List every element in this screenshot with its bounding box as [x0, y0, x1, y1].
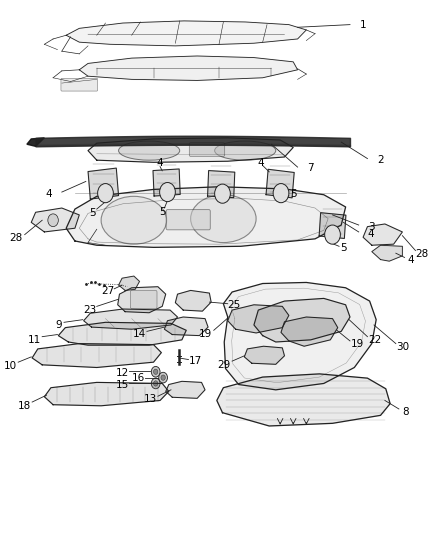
Ellipse shape	[119, 141, 180, 160]
Polygon shape	[164, 317, 208, 336]
Polygon shape	[223, 282, 376, 390]
Text: 14: 14	[133, 329, 146, 339]
Polygon shape	[208, 171, 235, 198]
Polygon shape	[31, 208, 79, 232]
Polygon shape	[79, 56, 297, 80]
Text: 13: 13	[144, 394, 157, 405]
Text: 2: 2	[377, 155, 384, 165]
Circle shape	[159, 182, 175, 201]
Polygon shape	[84, 309, 177, 329]
Text: 19: 19	[199, 329, 212, 339]
Text: 28: 28	[415, 249, 429, 259]
Polygon shape	[363, 224, 403, 245]
FancyBboxPatch shape	[189, 143, 225, 157]
Text: 4: 4	[367, 229, 374, 239]
Polygon shape	[119, 276, 140, 290]
Polygon shape	[254, 298, 350, 342]
Polygon shape	[175, 290, 211, 311]
Text: 28: 28	[9, 233, 23, 244]
Text: 4: 4	[46, 189, 52, 199]
Polygon shape	[281, 317, 338, 346]
Text: 29: 29	[218, 360, 231, 370]
Text: 5: 5	[290, 189, 297, 199]
Circle shape	[151, 378, 160, 389]
Circle shape	[151, 367, 160, 377]
Text: 4: 4	[257, 158, 264, 168]
Text: 4: 4	[157, 158, 163, 168]
Text: 15: 15	[116, 379, 129, 390]
Text: 3: 3	[368, 222, 375, 232]
Polygon shape	[66, 187, 346, 247]
FancyBboxPatch shape	[166, 209, 210, 230]
Polygon shape	[118, 287, 166, 313]
Text: 10: 10	[4, 361, 17, 371]
Text: 18: 18	[18, 401, 32, 411]
Circle shape	[215, 184, 230, 203]
Polygon shape	[44, 382, 169, 406]
Text: 16: 16	[131, 373, 145, 383]
Circle shape	[48, 214, 58, 227]
FancyBboxPatch shape	[61, 78, 98, 91]
Polygon shape	[372, 245, 403, 261]
Text: 19: 19	[351, 339, 364, 349]
Polygon shape	[217, 374, 390, 426]
Text: 5: 5	[89, 208, 95, 219]
Polygon shape	[66, 21, 306, 46]
Text: 11: 11	[28, 335, 41, 345]
Text: 30: 30	[396, 342, 409, 352]
Text: 5: 5	[340, 243, 347, 253]
Text: 27: 27	[101, 286, 114, 296]
Circle shape	[98, 183, 113, 203]
Polygon shape	[244, 346, 285, 365]
FancyBboxPatch shape	[131, 290, 157, 309]
Polygon shape	[88, 168, 119, 199]
Circle shape	[161, 375, 165, 380]
Text: 25: 25	[228, 300, 241, 310]
Polygon shape	[228, 305, 289, 333]
Polygon shape	[88, 138, 293, 163]
Ellipse shape	[191, 195, 256, 243]
Text: 17: 17	[188, 356, 201, 366]
Polygon shape	[266, 169, 294, 198]
Text: 1: 1	[360, 20, 367, 30]
Text: 7: 7	[307, 163, 314, 173]
Polygon shape	[153, 169, 180, 196]
Text: 4: 4	[408, 255, 414, 264]
Circle shape	[153, 369, 158, 374]
Circle shape	[153, 381, 158, 386]
Polygon shape	[166, 381, 205, 398]
Polygon shape	[27, 138, 44, 147]
Text: 12: 12	[116, 368, 129, 378]
Text: 9: 9	[55, 320, 62, 330]
Text: 22: 22	[369, 335, 382, 345]
Text: 5: 5	[159, 207, 166, 217]
Text: 8: 8	[403, 407, 409, 417]
Ellipse shape	[215, 141, 276, 160]
Circle shape	[325, 225, 340, 244]
Polygon shape	[319, 213, 346, 238]
Circle shape	[159, 372, 167, 383]
Polygon shape	[32, 344, 161, 368]
Text: 23: 23	[84, 305, 97, 315]
Circle shape	[273, 183, 289, 203]
Polygon shape	[58, 322, 186, 345]
Ellipse shape	[101, 196, 166, 244]
